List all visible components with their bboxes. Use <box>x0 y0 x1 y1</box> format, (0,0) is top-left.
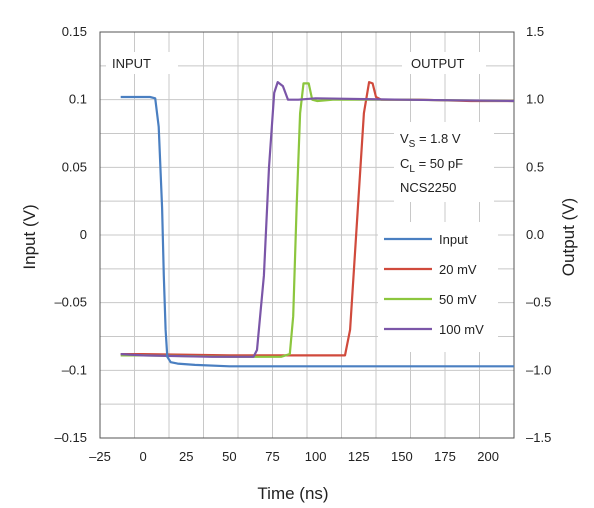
y-left-tick-label: 0 <box>80 227 87 242</box>
conditions-bg <box>394 122 494 202</box>
x-tick-label: 175 <box>434 449 456 464</box>
part-annotation: NCS2250 <box>400 180 456 195</box>
x-tick-label: 50 <box>222 449 236 464</box>
vs-sub: S <box>409 139 416 150</box>
x-tick-label: 75 <box>265 449 279 464</box>
y-right-tick-label: 1.0 <box>526 92 544 107</box>
y-left-tick-label: 0.15 <box>62 24 87 39</box>
output-label-bg <box>402 52 486 74</box>
y-left-tick-label: –0.1 <box>62 362 87 377</box>
traces <box>120 80 515 368</box>
input-label-bg <box>106 52 178 74</box>
legend: Input 20 mV 50 mV 100 mV <box>384 232 484 337</box>
x-tick-label: 125 <box>348 449 370 464</box>
series-line-input <box>120 95 514 368</box>
y-right-tick-label: –1.5 <box>526 430 551 445</box>
y-right-tick-label: 0.0 <box>526 227 544 242</box>
y-left-axis-label: Input (V) <box>20 204 39 269</box>
x-ticks: –25 0 25 50 75 100 125 150 175 200 <box>89 449 499 464</box>
legend-label: 100 mV <box>439 322 484 337</box>
plot-frame <box>99 31 515 439</box>
output-annotation: OUTPUT <box>411 56 465 71</box>
y-left-tick-label: –0.05 <box>54 295 87 310</box>
vs-main: V <box>400 131 409 146</box>
cl-rest: = 50 pF <box>415 156 463 171</box>
series-line-100-mv <box>120 80 515 358</box>
x-tick-label: 200 <box>477 449 499 464</box>
legend-label: 50 mV <box>439 292 477 307</box>
y-right-tick-label: 1.5 <box>526 24 544 39</box>
vs-annotation: VS = 1.8 V <box>400 131 461 150</box>
legend-label: Input <box>439 232 468 247</box>
y-right-ticks: 1.5 1.0 0.5 0.0 –0.5 –1.0 –1.5 <box>526 24 551 445</box>
x-tick-label: 100 <box>305 449 327 464</box>
input-annotation: INPUT <box>112 56 151 71</box>
y-left-tick-label: 0.05 <box>62 159 87 174</box>
legend-bg <box>378 222 498 352</box>
y-right-tick-label: –0.5 <box>526 295 551 310</box>
y-left-ticks: 0.15 0.1 0.05 0 –0.05 –0.1 –0.15 <box>54 24 87 445</box>
cl-main: C <box>400 156 409 171</box>
y-left-tick-label: 0.1 <box>69 92 87 107</box>
x-tick-label: –25 <box>89 449 111 464</box>
y-left-tick-label: –0.15 <box>54 430 87 445</box>
x-tick-label: 0 <box>140 449 147 464</box>
x-axis-label: Time (ns) <box>257 484 328 503</box>
vs-rest: = 1.8 V <box>415 131 460 146</box>
cl-annotation: CL = 50 pF <box>400 156 463 175</box>
y-right-tick-label: 0.5 <box>526 159 544 174</box>
x-tick-label: 25 <box>179 449 193 464</box>
x-tick-label: 150 <box>391 449 413 464</box>
cl-sub: L <box>409 164 415 175</box>
y-right-tick-label: –1.0 <box>526 362 551 377</box>
y-right-axis-label: Output (V) <box>559 198 578 276</box>
legend-label: 20 mV <box>439 262 477 277</box>
